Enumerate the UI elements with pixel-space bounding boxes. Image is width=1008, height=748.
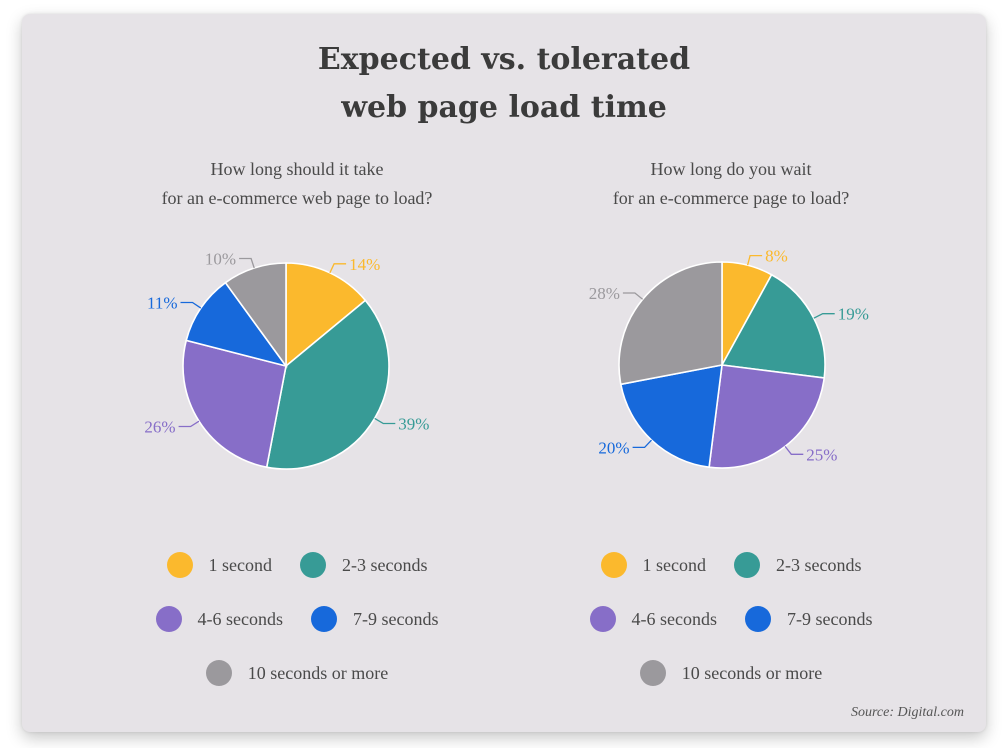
left-data-label-2-3-seconds: 39% [398,415,429,434]
legend-swatch-1-second [600,552,627,578]
left-slice-4-6-seconds [182,339,287,469]
legend-swatch-2-3-seconds [734,552,760,578]
legend-swatch-10-seconds-or-more [205,660,232,686]
title-line-2: web page load time [341,90,667,125]
right-subtitle-line-2: for an e-commerce page to load? [612,188,850,208]
right-pie-chart: 8% 19% 25% 20% 28% [589,247,869,469]
left-data-label-10-seconds-or-more: 10% [205,250,236,269]
legend-label: 1 second [208,554,272,575]
legend-label: 4-6 seconds [631,608,717,629]
right-slice-7-9-seconds [619,364,723,469]
legend-swatch-4-6-seconds [589,606,616,632]
left-data-label-7-9-seconds: 11% [147,294,178,313]
right-data-label-10-seconds-or-more: 28% [589,284,620,303]
left-legend: 1 second 2-3 seconds 4-6 seconds 7-9 sec… [87,538,507,700]
legend-row: 4-6 seconds 7-9 seconds [87,592,507,646]
right-leader-2-3-seconds [813,313,835,319]
legend-item-7-9-seconds: 7-9 seconds [745,606,872,632]
legend-label: 7-9 seconds [353,608,439,629]
right-data-label-4-6-seconds: 25% [806,445,837,464]
right-leader-7-9-seconds [632,439,652,449]
right-data-label-2-3-seconds: 19% [838,305,869,324]
left-data-label-4-6-seconds: 26% [144,418,175,437]
legend-swatch-7-9-seconds [311,606,337,632]
left-data-label-1-second: 14% [349,255,380,274]
legend-label: 10 seconds or more [681,662,823,683]
legend-row: 10 seconds or more [87,646,507,700]
legend-label: 2-3 seconds [342,554,428,575]
legend-label: 4-6 seconds [197,608,283,629]
legend-item-2-3-seconds: 2-3 seconds [734,552,861,578]
right-chart-subtitle: How long do you wait for an e-commerce p… [521,155,941,213]
left-subtitle-line-1: How long should it take [210,159,384,179]
right-legend: 1 second 2-3 seconds 4-6 seconds 7-9 sec… [521,538,941,700]
right-data-label-7-9-seconds: 20% [598,438,629,457]
legend-label: 2-3 seconds [776,554,862,575]
left-slice-7-9-seconds [185,281,288,368]
left-slice-1-second [285,262,367,368]
legend-item-1-second: 1 second [600,552,706,578]
legend-row: 10 seconds or more [521,646,941,700]
left-subtitle-line-2: for an e-commerce web page to load? [161,188,433,208]
legend-swatch-4-6-seconds [155,606,182,632]
right-subtitle-line-1: How long do you wait [650,159,812,179]
legend-swatch-10-seconds-or-more [639,660,666,686]
legend-swatch-2-3-seconds [300,552,326,578]
right-leader-1-second [746,254,763,266]
legend-item-7-9-seconds: 7-9 seconds [311,606,438,632]
legend-row: 4-6 seconds 7-9 seconds [521,592,941,646]
left-chart-subtitle: How long should it take for an e-commerc… [87,155,507,213]
left-slice-2-3-seconds [265,299,390,470]
left-leader-10-seconds-or-more [239,257,255,269]
legend-swatch-1-second [166,552,193,578]
left-pie-chart: 14% 39% 26% 11% 10% [144,250,429,470]
left-slice-10-seconds-or-more [224,262,287,369]
right-slice-2-3-seconds [720,273,826,379]
right-data-label-1-second: 8% [765,247,788,266]
legend-row: 1 second 2-3 seconds [521,538,941,592]
legend-item-1-second: 1 second [166,552,272,578]
legend-item-10-seconds-or-more: 10 seconds or more [205,660,389,686]
chart-card: Expected vs. tolerated web page load tim… [22,14,986,732]
legend-label: 7-9 seconds [787,608,873,629]
left-leader-2-3-seconds [374,417,396,425]
legend-row: 1 second 2-3 seconds [87,538,507,592]
source-note: Source: Digital.com [850,705,964,720]
legend-label: 10 seconds or more [247,662,389,683]
chart-title: Expected vs. tolerated web page load tim… [22,36,986,132]
title-line-1: Expected vs. tolerated [317,42,691,77]
legend-item-4-6-seconds: 4-6 seconds [589,606,717,632]
right-leader-4-6-seconds [784,445,804,455]
legend-item-2-3-seconds: 2-3 seconds [300,552,427,578]
right-slice-10-seconds-or-more [618,261,723,386]
left-leader-4-6-seconds [178,420,200,428]
left-leader-7-9-seconds [180,301,202,309]
left-leader-1-second [329,263,347,274]
legend-item-4-6-seconds: 4-6 seconds [155,606,283,632]
legend-label: 1 second [642,554,706,575]
right-leader-10-seconds-or-more [622,292,644,300]
legend-item-10-seconds-or-more: 10 seconds or more [639,660,823,686]
legend-swatch-7-9-seconds [745,606,771,632]
